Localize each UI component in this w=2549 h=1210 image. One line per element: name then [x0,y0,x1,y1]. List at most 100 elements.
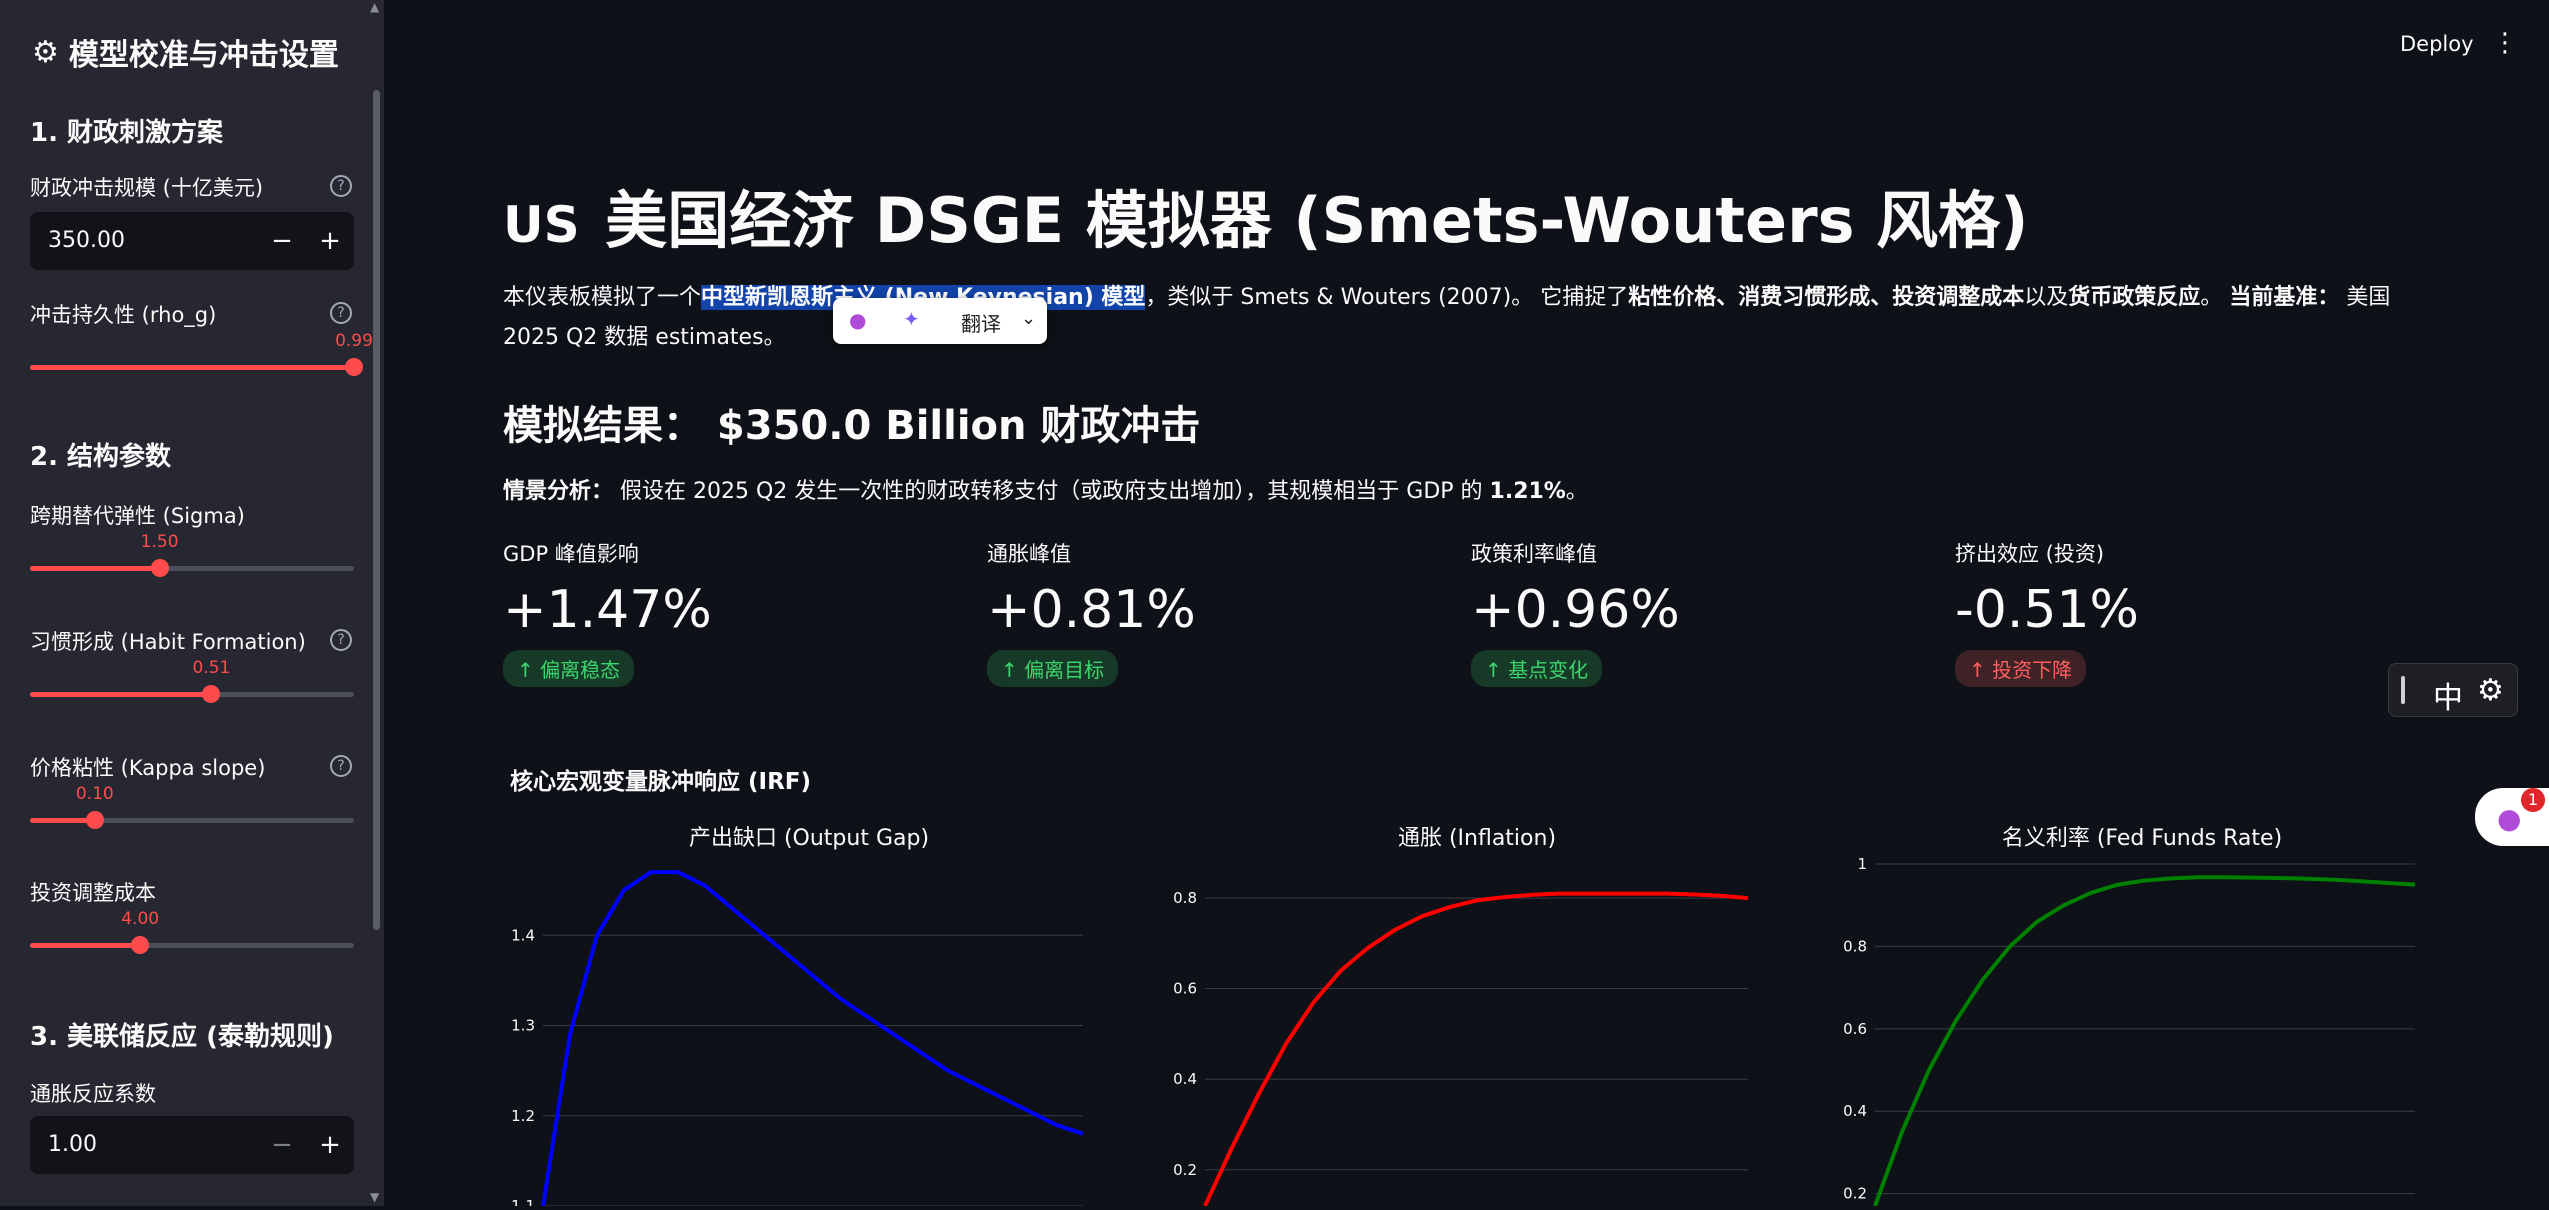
metric-inflation: 通胀峰值 +0.81% ↑ 偏离目标 [987,538,1427,687]
inflation-response-value[interactable]: 1.00 [48,1132,97,1157]
metric-value: +0.96% [1471,580,1680,640]
habit-slider-fill [30,692,212,697]
scenario-label: 情景分析： [503,479,614,504]
ai-sparkle-icon[interactable]: ✦ [903,307,920,331]
chevron-down-icon[interactable]: ⌄ [1021,308,1037,329]
metric-label: 政策利率峰值 [1471,542,1597,566]
y-tick-label: 0.8 [1843,937,1867,955]
intro-text-5: 美国 2025 Q2 数据 estimates。 [503,285,2391,350]
intro-text-3: 以及 [2024,285,2069,310]
invest-cost-label: 投资调整成本 [30,881,156,905]
scroll-down-arrow-icon[interactable]: ▼ [370,1190,380,1204]
habit-slider-value: 0.51 [192,658,231,678]
deploy-button[interactable]: Deploy [2400,32,2474,56]
metric-delta-badge: ↑ 基点变化 [1471,650,1603,687]
scenario-percent: 1.21% [1489,479,1566,504]
fiscal-help-icon[interactable]: ? [330,175,352,197]
habit-slider-handle[interactable] [202,685,221,703]
scenario-end: 。 [1565,479,1588,504]
rho-slider-value: 0.99 [335,331,373,351]
extension-logo-icon[interactable]: ● [2497,802,2522,835]
metric-label: 通胀峰值 [987,542,1071,566]
page-title: US 美国经济 DSGE 模拟器 (Smets-Wouters 风格) [503,170,2028,260]
invest-slider-handle[interactable] [131,936,150,954]
invest-cost-slider[interactable]: 4.00 [30,909,354,954]
rho-slider-handle[interactable] [345,358,363,376]
page-title-text: 美国经济 DSGE 模拟器 (Smets-Wouters 风格) [605,184,2029,257]
chart-inflation-plot: 0.2 0.4 0.6 0.8 [1173,889,1749,1207]
y-tick-label: 1.1 [511,1197,535,1206]
irf-heading: 核心宏观变量脉冲响应 (IRF) [510,769,812,795]
kappa-help-icon[interactable]: ? [330,755,352,777]
y-tick-label: 1 [1857,855,1867,873]
section-fiscal-heading: 1. 财政刺激方案 [30,118,224,148]
floating-toolbar[interactable]: 中 ⚙ [2388,663,2518,717]
kappa-label: 价格粘性 (Kappa slope) [30,756,266,780]
y-tick-label: 1.4 [511,926,535,944]
y-tick-label: 0.6 [1843,1020,1867,1038]
y-tick-label: 0.2 [1173,1161,1197,1179]
us-flag-icon: US [503,196,580,254]
y-tick-label: 1.3 [511,1017,535,1035]
scroll-up-arrow-icon[interactable]: ▲ [370,0,380,14]
main-menu-icon[interactable]: ⋮ [2492,28,2518,58]
series-line [541,870,1084,1207]
habit-slider[interactable]: 0.51 [30,658,354,703]
kappa-slider-fill [30,818,95,823]
intro-text-4: 。 [2200,285,2223,310]
chart-inflation: 通胀 (Inflation) 0.2 0.4 0.6 0.8 [1160,820,1760,1210]
fiscal-shock-input[interactable]: 350.00 − + [30,212,354,270]
intro-text-1: 本仪表板模拟了一个 [503,285,702,310]
metric-policy-rate: 政策利率峰值 +0.96% ↑ 基点变化 [1471,538,1911,687]
inflation-response-input[interactable]: 1.00 − + [30,1116,354,1174]
intro-bold-2: 货币政策反应 [2068,285,2201,310]
fiscal-decrement-button[interactable]: − [271,226,293,256]
inflation-increment-button[interactable]: + [319,1130,341,1160]
habit-help-icon[interactable]: ? [330,629,352,651]
extension-floating-button[interactable]: ● 1 [2475,788,2549,846]
section-structural-heading: 2. 结构参数 [30,442,172,472]
chart-output-gap: 产出缺口 (Output Gap) 1.1 1.2 1.3 1.4 [503,820,1103,1210]
metric-delta-badge: ↑ 偏离稳态 [503,650,635,687]
kappa-slider-handle[interactable] [85,811,104,829]
series-line [1203,891,1749,1207]
intro-bold-3: 当前基准： [2229,285,2340,310]
rho-help-icon[interactable]: ? [330,302,352,324]
y-tick-label: 0.6 [1173,980,1197,998]
y-tick-label: 0.8 [1173,889,1197,907]
metric-delta-badge: ↑ 偏离目标 [987,650,1119,687]
y-tick-label: 0.2 [1843,1185,1867,1203]
language-toggle-button[interactable]: 中 [2433,681,2463,716]
invest-slider-value: 4.00 [121,909,160,929]
sidebar-scrollbar[interactable] [373,90,380,930]
habit-label: 习惯形成 (Habit Formation) [30,630,306,654]
translate-popup[interactable]: ● ✦ 翻译 ⌄ [833,298,1047,344]
metric-value: +0.81% [987,580,1196,640]
y-tick-label: 0.4 [1173,1070,1197,1088]
rho-label: 冲击持久性 (rho_g) [30,303,217,327]
sigma-slider-handle[interactable] [150,559,169,577]
chart-title: 产出缺口 (Output Gap) [688,826,930,851]
sidebar-title-text: 模型校准与冲击设置 [68,38,339,73]
intro-bold-1: 粘性价格、消费习惯形成、投资调整成本 [1628,285,2025,310]
kappa-slider[interactable]: 0.10 [30,784,354,829]
metric-value: +1.47% [503,580,712,640]
scenario-text: 情景分析： 假设在 2025 Q2 发生一次性的财政转移支付（或政府支出增加），… [503,473,1588,505]
metric-delta-badge: ↑ 投资下降 [1955,650,2087,687]
metric-label: GDP 峰值影响 [503,542,639,566]
translate-button[interactable]: 翻译 [961,312,1001,336]
drag-handle-icon[interactable] [2401,676,2405,704]
fiscal-shock-value[interactable]: 350.00 [48,228,125,253]
rho-slider[interactable]: 0.99 [30,331,373,376]
sigma-slider-fill [30,566,160,571]
fiscal-increment-button[interactable]: + [319,226,341,256]
intro-paragraph: 本仪表板模拟了一个中型新凯恩斯主义 (New Keynesian) 模型，类似于… [503,278,2415,358]
notification-badge: 1 [2521,788,2545,812]
sigma-slider[interactable]: 1.50 [30,532,354,577]
series-line [1873,875,2416,1207]
inflation-decrement-button[interactable]: − [271,1130,293,1160]
settings-gear-icon[interactable]: ⚙ [2477,673,2504,708]
chart-title: 名义利率 (Fed Funds Rate) [2001,826,2283,851]
invest-slider-fill [30,943,141,948]
extension-logo-icon[interactable]: ● [849,308,867,332]
